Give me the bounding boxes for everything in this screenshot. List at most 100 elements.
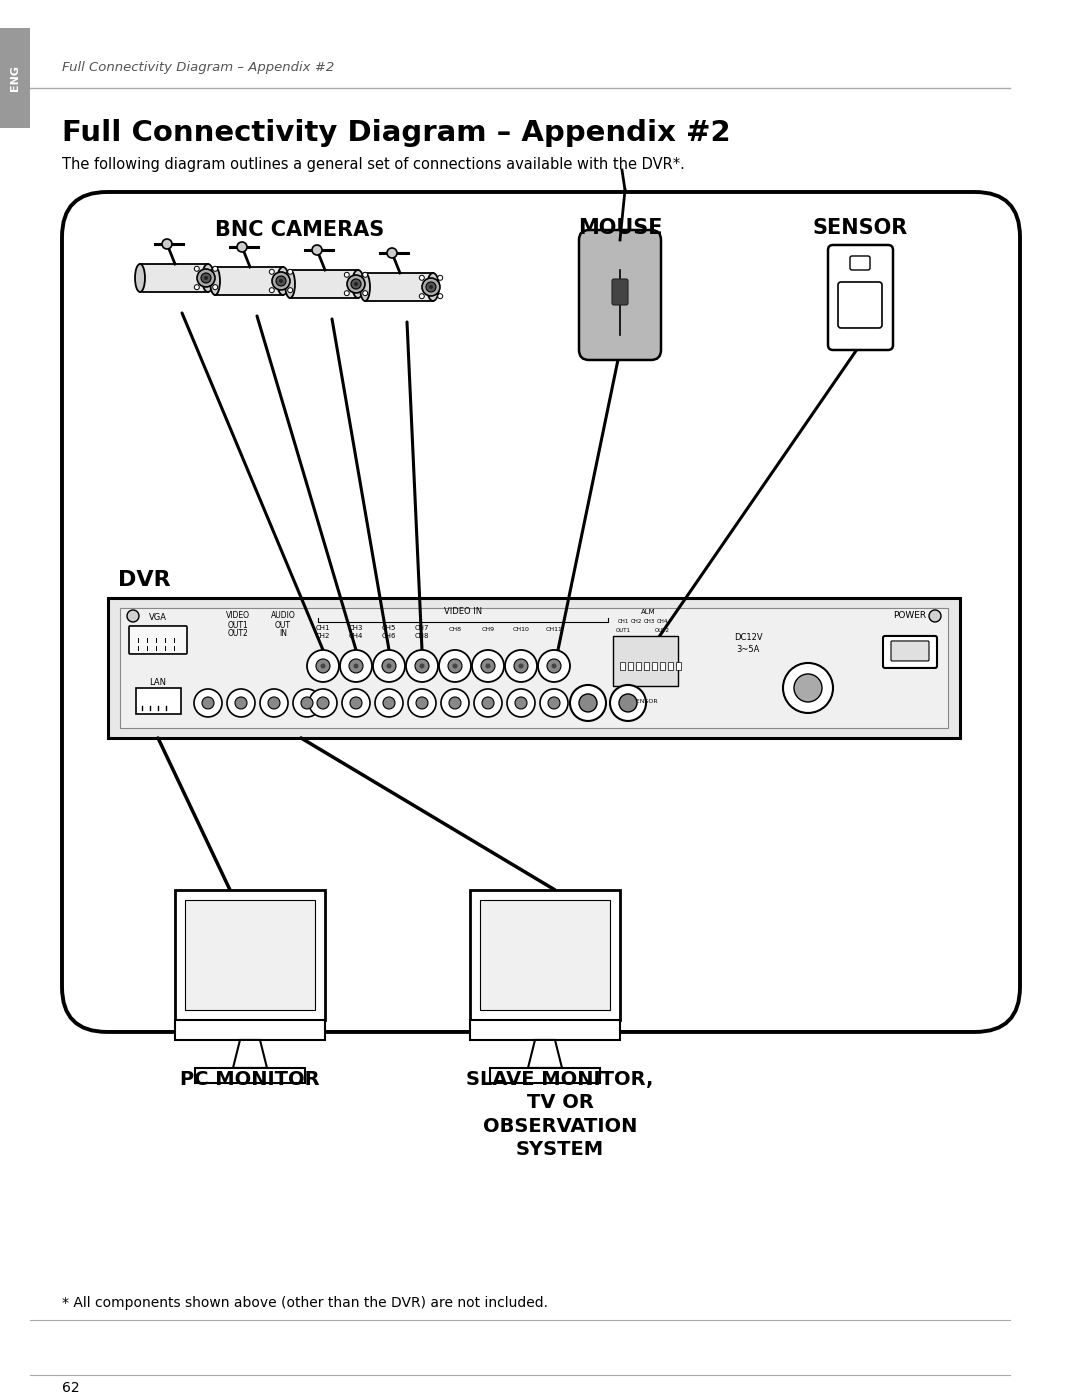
Text: CH9: CH9 <box>482 627 495 633</box>
Polygon shape <box>291 270 357 298</box>
Circle shape <box>316 659 330 673</box>
Text: SENSOR: SENSOR <box>632 700 658 704</box>
FancyBboxPatch shape <box>62 191 1020 1032</box>
Text: MOUSE: MOUSE <box>578 218 662 237</box>
Circle shape <box>419 664 424 669</box>
FancyBboxPatch shape <box>480 900 610 1010</box>
FancyBboxPatch shape <box>490 1067 600 1083</box>
Circle shape <box>540 689 568 717</box>
Circle shape <box>309 689 337 717</box>
Circle shape <box>345 291 349 296</box>
Text: VGA: VGA <box>149 613 167 623</box>
Text: ENG: ENG <box>10 66 21 91</box>
Polygon shape <box>528 1039 562 1067</box>
Text: IN: IN <box>279 630 287 638</box>
Circle shape <box>213 285 218 289</box>
FancyBboxPatch shape <box>883 636 937 668</box>
Text: CH11: CH11 <box>545 627 563 633</box>
Text: CH2: CH2 <box>631 619 642 624</box>
Circle shape <box>448 659 462 673</box>
Circle shape <box>363 291 367 296</box>
FancyBboxPatch shape <box>828 244 893 351</box>
Circle shape <box>929 610 941 622</box>
Text: BNC CAMERAS: BNC CAMERAS <box>215 219 384 240</box>
Circle shape <box>347 275 365 293</box>
Ellipse shape <box>276 267 289 295</box>
Circle shape <box>619 694 637 712</box>
Circle shape <box>570 685 606 721</box>
Circle shape <box>518 664 524 669</box>
Circle shape <box>162 239 172 249</box>
Text: AUDIO: AUDIO <box>271 612 295 620</box>
Circle shape <box>552 664 556 669</box>
Circle shape <box>482 697 494 708</box>
FancyBboxPatch shape <box>652 662 657 671</box>
Text: OUT: OUT <box>275 622 291 630</box>
Circle shape <box>505 650 537 682</box>
Circle shape <box>783 664 833 712</box>
Text: CH8: CH8 <box>448 627 461 633</box>
FancyBboxPatch shape <box>620 662 625 671</box>
Circle shape <box>349 659 363 673</box>
Circle shape <box>507 689 535 717</box>
Text: VIDEO IN: VIDEO IN <box>444 608 482 616</box>
Circle shape <box>383 697 395 708</box>
FancyBboxPatch shape <box>636 662 642 671</box>
Circle shape <box>293 689 321 717</box>
Ellipse shape <box>360 272 370 300</box>
Circle shape <box>449 697 461 708</box>
Circle shape <box>194 285 200 289</box>
Circle shape <box>202 697 214 708</box>
Text: LAN: LAN <box>149 679 166 687</box>
Circle shape <box>342 689 370 717</box>
Text: 62: 62 <box>62 1380 80 1396</box>
Circle shape <box>429 285 433 289</box>
Circle shape <box>515 697 527 708</box>
Text: CH6: CH6 <box>381 633 396 638</box>
Text: CH2: CH2 <box>315 633 330 638</box>
Circle shape <box>406 650 438 682</box>
Circle shape <box>350 697 362 708</box>
Circle shape <box>351 279 361 289</box>
Text: OUT1: OUT1 <box>616 629 631 633</box>
Text: Full Connectivity Diagram – Appendix #2: Full Connectivity Diagram – Appendix #2 <box>62 119 731 147</box>
Text: CH10: CH10 <box>513 627 529 633</box>
Circle shape <box>301 697 313 708</box>
Circle shape <box>269 288 274 293</box>
Circle shape <box>794 673 822 701</box>
Circle shape <box>272 272 291 291</box>
Circle shape <box>197 270 215 286</box>
Circle shape <box>354 282 357 286</box>
Text: CH3: CH3 <box>349 624 363 631</box>
Circle shape <box>474 689 502 717</box>
Polygon shape <box>215 267 283 295</box>
Circle shape <box>548 697 561 708</box>
FancyBboxPatch shape <box>470 1020 620 1039</box>
Circle shape <box>437 293 443 299</box>
Circle shape <box>546 659 561 673</box>
Circle shape <box>201 272 211 284</box>
Circle shape <box>373 650 405 682</box>
Circle shape <box>287 270 293 274</box>
Circle shape <box>382 659 396 673</box>
Text: SENSOR: SENSOR <box>812 218 907 237</box>
Circle shape <box>213 267 218 271</box>
Circle shape <box>321 664 325 669</box>
Circle shape <box>416 697 428 708</box>
Circle shape <box>194 267 200 271</box>
FancyBboxPatch shape <box>669 662 673 671</box>
FancyBboxPatch shape <box>0 28 30 129</box>
Circle shape <box>237 242 247 251</box>
Circle shape <box>610 685 646 721</box>
Text: ALM: ALM <box>640 609 656 615</box>
Circle shape <box>408 689 436 717</box>
Circle shape <box>415 659 429 673</box>
Circle shape <box>375 689 403 717</box>
Circle shape <box>387 664 391 669</box>
Circle shape <box>312 244 322 256</box>
Ellipse shape <box>210 267 220 295</box>
FancyBboxPatch shape <box>108 598 960 738</box>
Text: OUT2: OUT2 <box>654 629 670 633</box>
FancyBboxPatch shape <box>644 662 649 671</box>
Circle shape <box>514 659 528 673</box>
